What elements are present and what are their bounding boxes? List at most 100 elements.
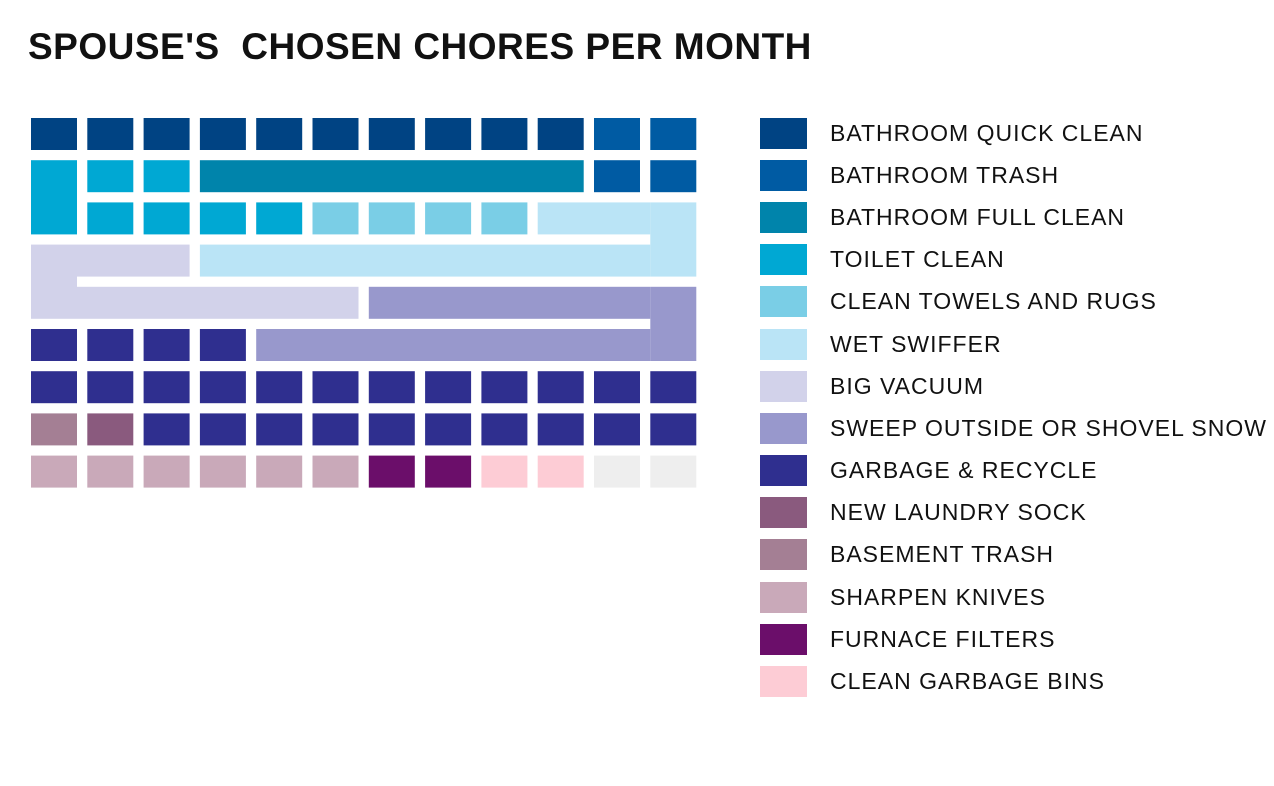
legend-item-wet-swiffer: WET SWIFFER [760, 323, 1267, 365]
waffle-cell-bathroom-trash [650, 118, 697, 150]
waffle-cell-garbage-and-recycle [312, 413, 359, 446]
waffle-cell-garbage-and-recycle [481, 413, 528, 446]
waffle-cell-sharpen-knives [199, 455, 246, 488]
waffle-cell-garbage-and-recycle [425, 371, 472, 404]
waffle-cell-toilet-clean [87, 160, 134, 193]
legend-label: FURNACE FILTERS [830, 625, 1056, 652]
waffle-cell-sweep-outside-or-shovel-snow [256, 329, 651, 361]
waffle-cell-clean-towels-and-rugs [425, 202, 472, 235]
waffle-cell-bathroom-quick-clean [87, 118, 134, 150]
legend-label: SWEEP OUTSIDE OR SHOVEL SNOW [830, 414, 1267, 441]
legend-swatch [760, 328, 807, 360]
waffle-cell-garbage-and-recycle [199, 329, 246, 361]
waffle-cell-empty [650, 455, 697, 488]
waffle-cell-bathroom-quick-clean [481, 118, 528, 150]
legend-swatch [760, 412, 807, 444]
legend-swatch [760, 666, 807, 698]
waffle-cell-bathroom-quick-clean [199, 118, 246, 150]
legend-label: CLEAN TOWELS AND RUGS [830, 288, 1157, 315]
waffle-cell-empty [594, 455, 640, 488]
legend-item-bathroom-quick-clean: BATHROOM QUICK CLEAN [760, 112, 1267, 154]
waffle-cell-bathroom-quick-clean [256, 118, 303, 150]
legend-item-furnace-filters: FURNACE FILTERS [760, 618, 1267, 660]
waffle-cell-clean-garbage-bins [481, 455, 528, 488]
legend-swatch [760, 244, 807, 276]
legend-swatch [760, 539, 807, 571]
waffle-cell-bathroom-trash [650, 160, 697, 193]
waffle-cell-garbage-and-recycle [199, 371, 246, 404]
waffle-cell-clean-towels-and-rugs [312, 202, 359, 235]
waffle-cell-bathroom-trash [594, 160, 640, 193]
legend-item-sharpen-knives: SHARPEN KNIVES [760, 576, 1267, 618]
waffle-cell-garbage-and-recycle [312, 371, 359, 404]
waffle-cell-furnace-filters [368, 455, 415, 488]
legend-swatch [760, 201, 807, 233]
waffle-cell-toilet-clean [31, 160, 77, 235]
waffle-cell-big-vacuum [77, 286, 359, 319]
waffle-cell-toilet-clean [143, 202, 190, 235]
waffle-cell-bathroom-quick-clean [425, 118, 472, 150]
waffle-cell-clean-garbage-bins [537, 455, 584, 488]
waffle-cell-garbage-and-recycle [256, 413, 303, 446]
legend-item-clean-towels-and-rugs: CLEAN TOWELS AND RUGS [760, 281, 1267, 323]
legend-item-new-laundry-sock: NEW LAUNDRY SOCK [760, 492, 1267, 534]
waffle-cell-big-vacuum [31, 244, 77, 319]
waffle-cell-wet-swiffer [650, 202, 697, 277]
waffle-cell-toilet-clean [256, 202, 303, 235]
waffle-cell-bathroom-full-clean [199, 160, 584, 193]
chart-title: SPOUSE'S CHOSEN CHORES PER MONTH [28, 26, 812, 67]
waffle-cell-sharpen-knives [143, 455, 190, 488]
waffle-cell-garbage-and-recycle [87, 329, 134, 361]
waffle-cell-garbage-and-recycle [594, 413, 640, 446]
legend-item-bathroom-full-clean: BATHROOM FULL CLEAN [760, 196, 1267, 238]
legend-swatch [760, 623, 807, 655]
legend-label: BATHROOM QUICK CLEAN [830, 119, 1144, 146]
legend-item-big-vacuum: BIG VACUUM [760, 365, 1267, 407]
waffle-cell-garbage-and-recycle [368, 371, 415, 404]
legend-item-sweep-outside-or-shovel-snow: SWEEP OUTSIDE OR SHOVEL SNOW [760, 407, 1267, 449]
waffle-cell-new-laundry-sock [87, 413, 134, 446]
waffle-cell-sweep-outside-or-shovel-snow [368, 286, 651, 319]
waffle-cell-toilet-clean [143, 160, 190, 193]
waffle-cell-basement-trash [31, 413, 77, 446]
legend-label: SHARPEN KNIVES [830, 583, 1046, 610]
legend-item-garbage-and-recycle: GARBAGE & RECYCLE [760, 450, 1267, 492]
waffle-cell-garbage-and-recycle [199, 413, 246, 446]
waffle-cell-big-vacuum [77, 244, 190, 277]
waffle-cell-bathroom-quick-clean [31, 118, 77, 150]
waffle-cell-garbage-and-recycle [537, 371, 584, 404]
waffle-cell-sweep-outside-or-shovel-snow [650, 286, 697, 361]
legend-label: BATHROOM FULL CLEAN [830, 203, 1126, 230]
waffle-cell-garbage-and-recycle [537, 413, 584, 446]
waffle-cell-bathroom-quick-clean [143, 118, 190, 150]
legend-swatch [760, 497, 807, 529]
waffle-cell-garbage-and-recycle [87, 371, 134, 404]
waffle-cell-sharpen-knives [31, 455, 77, 488]
legend-item-basement-trash: BASEMENT TRASH [760, 534, 1267, 576]
waffle-cell-garbage-and-recycle [31, 371, 77, 404]
legend-swatch [760, 159, 807, 191]
waffle-cell-garbage-and-recycle [481, 371, 528, 404]
waffle-cell-garbage-and-recycle [650, 371, 697, 404]
waffle-cell-garbage-and-recycle [143, 371, 190, 404]
legend-swatch [760, 117, 807, 149]
chart-legend: BATHROOM QUICK CLEAN BATHROOM TRASH BATHRO… [760, 112, 1267, 703]
legend-label: BATHROOM TRASH [830, 161, 1060, 188]
legend-swatch [760, 370, 807, 402]
legend-label: BASEMENT TRASH [830, 541, 1055, 568]
waffle-cell-toilet-clean [87, 202, 134, 235]
waffle-cell-wet-swiffer [199, 244, 651, 277]
legend-label: CLEAN GARBAGE BINS [830, 668, 1105, 695]
legend-item-clean-garbage-bins: CLEAN GARBAGE BINS [760, 660, 1267, 702]
waffle-chart [31, 118, 697, 488]
waffle-cell-garbage-and-recycle [650, 413, 697, 446]
waffle-cell-furnace-filters [425, 455, 472, 488]
waffle-cell-garbage-and-recycle [143, 413, 190, 446]
legend-label: GARBAGE & RECYCLE [830, 457, 1098, 484]
waffle-cell-garbage-and-recycle [594, 371, 640, 404]
legend-label: WET SWIFFER [830, 330, 1002, 357]
waffle-cell-garbage-and-recycle [256, 371, 303, 404]
waffle-cell-sharpen-knives [312, 455, 359, 488]
legend-swatch [760, 581, 807, 613]
legend-swatch [760, 455, 807, 487]
